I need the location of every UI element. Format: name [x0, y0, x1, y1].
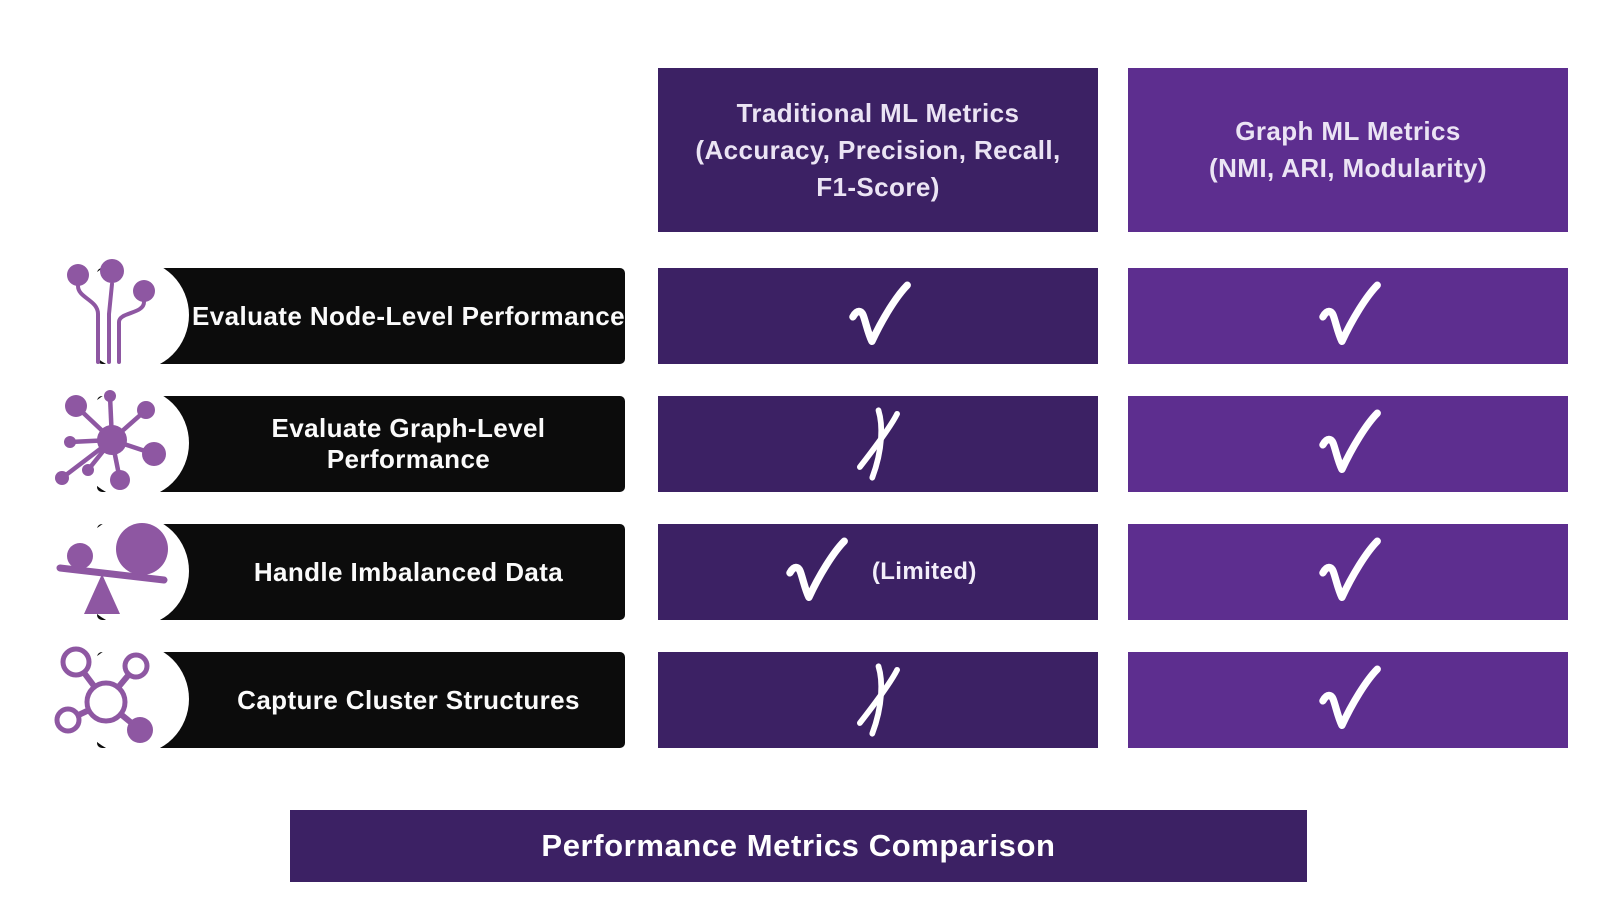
footer-title: Performance Metrics Comparison — [541, 828, 1056, 863]
check-mark-glyph — [1318, 281, 1381, 346]
check-mark-glyph — [848, 281, 911, 346]
row-label: Evaluate Node-Level Performance — [192, 300, 625, 331]
table-row: Evaluate Node-Level Performance — [0, 259, 1600, 371]
row-label: Capture Cluster Structures — [237, 684, 580, 715]
cross-mark-glyph — [857, 663, 901, 737]
row-label-bar: Evaluate Node-Level Performance — [67, 259, 625, 371]
row-label-bar: Handle Imbalanced Data — [56, 515, 625, 627]
cell-note: (Limited) — [871, 558, 977, 585]
check-mark-glyph — [1318, 665, 1381, 730]
table-row: Evaluate Graph-Level Performance — [0, 387, 1600, 499]
check-mark-glyph — [1318, 537, 1381, 602]
check-mark — [1312, 405, 1385, 483]
cell-traditional — [658, 652, 1098, 748]
check-mark-glyph — [786, 537, 849, 602]
footer-title-bar: Performance Metrics Comparison — [290, 810, 1307, 882]
cluster-network-icon — [52, 640, 172, 755]
cell-graph — [1128, 524, 1568, 620]
cell-graph — [1128, 652, 1568, 748]
cell-graph — [1128, 268, 1568, 364]
cross-mark — [851, 405, 904, 483]
cell-traditional — [658, 396, 1098, 492]
row-label: Evaluate Graph-Level Performance — [271, 413, 546, 474]
check-mark — [1312, 533, 1385, 611]
cell-traditional — [658, 268, 1098, 364]
cell-graph — [1128, 396, 1568, 492]
check-mark-glyph — [1318, 409, 1381, 474]
cell-traditional: (Limited) — [658, 524, 1098, 620]
check-mark — [779, 533, 852, 611]
row-label-bar: Evaluate Graph-Level Performance — [55, 387, 625, 499]
network-hub-icon — [52, 384, 172, 499]
cross-mark — [851, 661, 904, 739]
check-mark — [842, 277, 915, 355]
table-row: Capture Cluster Structures — [0, 643, 1600, 755]
column-header-graph: Graph ML Metrics (NMI, ARI, Modularity) — [1128, 68, 1568, 232]
check-mark — [1312, 661, 1385, 739]
node-pins-icon — [52, 256, 172, 371]
row-label-bar: Capture Cluster Structures — [54, 643, 625, 755]
cross-mark-glyph — [857, 407, 901, 481]
row-label: Handle Imbalanced Data — [253, 556, 564, 587]
icon-badge — [77, 259, 189, 371]
table-row: Handle Imbalanced Data (Limited) — [0, 515, 1600, 627]
column-header-traditional: Traditional ML Metrics (Accuracy, Precis… — [658, 68, 1098, 232]
check-mark — [1312, 277, 1385, 355]
balance-scale-icon — [52, 512, 172, 627]
